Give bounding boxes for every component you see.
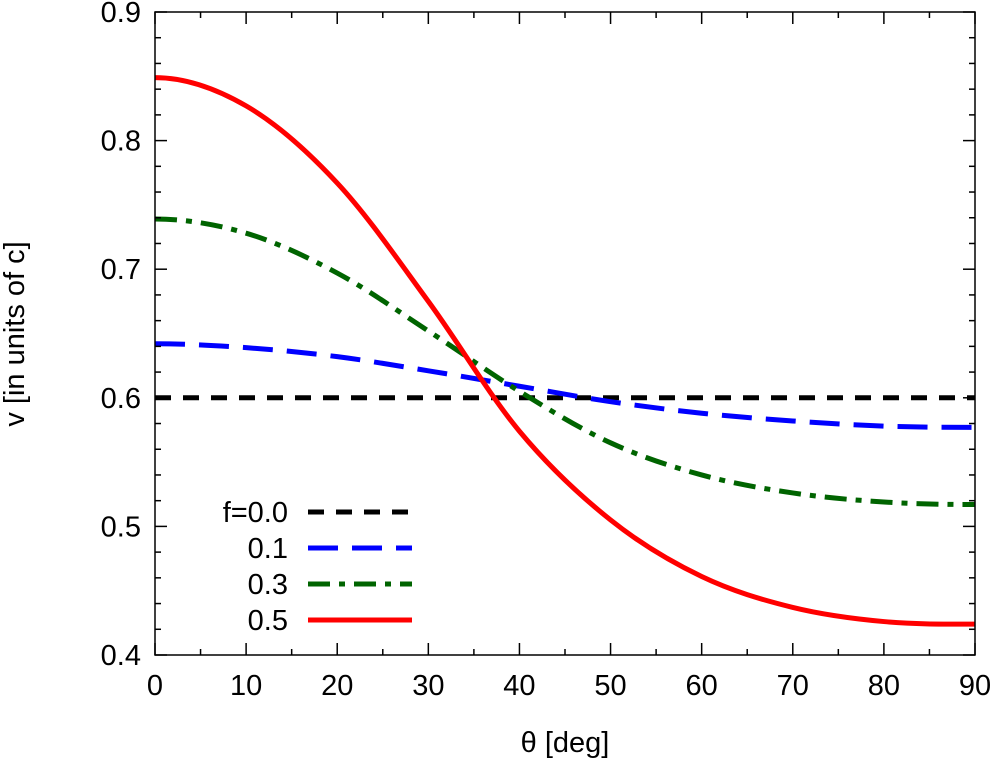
x-tick-label: 70 [777, 670, 809, 702]
x-tick-label: 40 [503, 670, 535, 702]
x-tick-labels: 0 10 20 30 40 50 60 70 80 90 [147, 670, 991, 702]
legend-label: 0.5 [248, 605, 288, 637]
x-tick-label: 50 [594, 670, 626, 702]
x-tick-label: 20 [321, 670, 353, 702]
axis-ticks [154, 11, 976, 656]
x-tick-label: 10 [230, 670, 262, 702]
legend-label: 0.1 [248, 533, 288, 565]
y-tick-label: 0.8 [101, 126, 141, 158]
series-curves [154, 75, 976, 627]
x-tick-label: 30 [412, 670, 444, 702]
x-tick-label: 0 [147, 670, 163, 702]
y-tick-labels: 0.4 0.5 0.6 0.7 0.8 0.9 [101, 0, 141, 672]
y-tick-label: 0.4 [101, 640, 141, 672]
x-axis-label: θ [deg] [521, 727, 610, 759]
legend: f=0.0 0.1 0.3 0.5 [223, 497, 412, 637]
y-tick-label: 0.7 [101, 254, 141, 286]
series-line-3 [154, 75, 976, 627]
legend-label: 0.3 [248, 569, 288, 601]
x-tick-label: 90 [959, 670, 991, 702]
series-line-1 [154, 341, 976, 430]
y-tick-label: 0.9 [101, 0, 141, 29]
y-axis-label: v [in units of c] [0, 241, 31, 426]
y-tick-label: 0.5 [101, 511, 141, 543]
x-tick-label: 80 [868, 670, 900, 702]
legend-label: f=0.0 [223, 497, 288, 529]
series-line-2 [154, 216, 976, 508]
y-tick-label: 0.6 [101, 383, 141, 415]
x-tick-label: 60 [686, 670, 718, 702]
